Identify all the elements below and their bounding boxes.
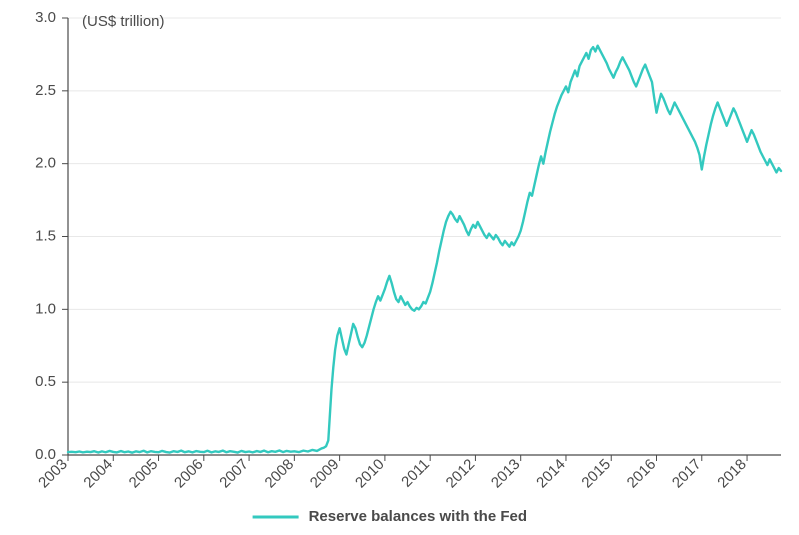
y-tick-label: 2.5: [35, 82, 56, 99]
y-tick-label: 3.0: [35, 9, 56, 26]
unit-label: (US$ trillion): [82, 13, 165, 30]
line-chart: 0.00.51.01.52.02.53.02003200420052006200…: [0, 0, 799, 535]
chart-container: 0.00.51.01.52.02.53.02003200420052006200…: [0, 0, 799, 535]
y-tick-label: 1.5: [35, 227, 56, 244]
y-tick-label: 0.5: [35, 373, 56, 390]
legend-label: Reserve balances with the Fed: [309, 508, 527, 525]
y-tick-label: 1.0: [35, 300, 56, 317]
y-tick-label: 2.0: [35, 155, 56, 172]
